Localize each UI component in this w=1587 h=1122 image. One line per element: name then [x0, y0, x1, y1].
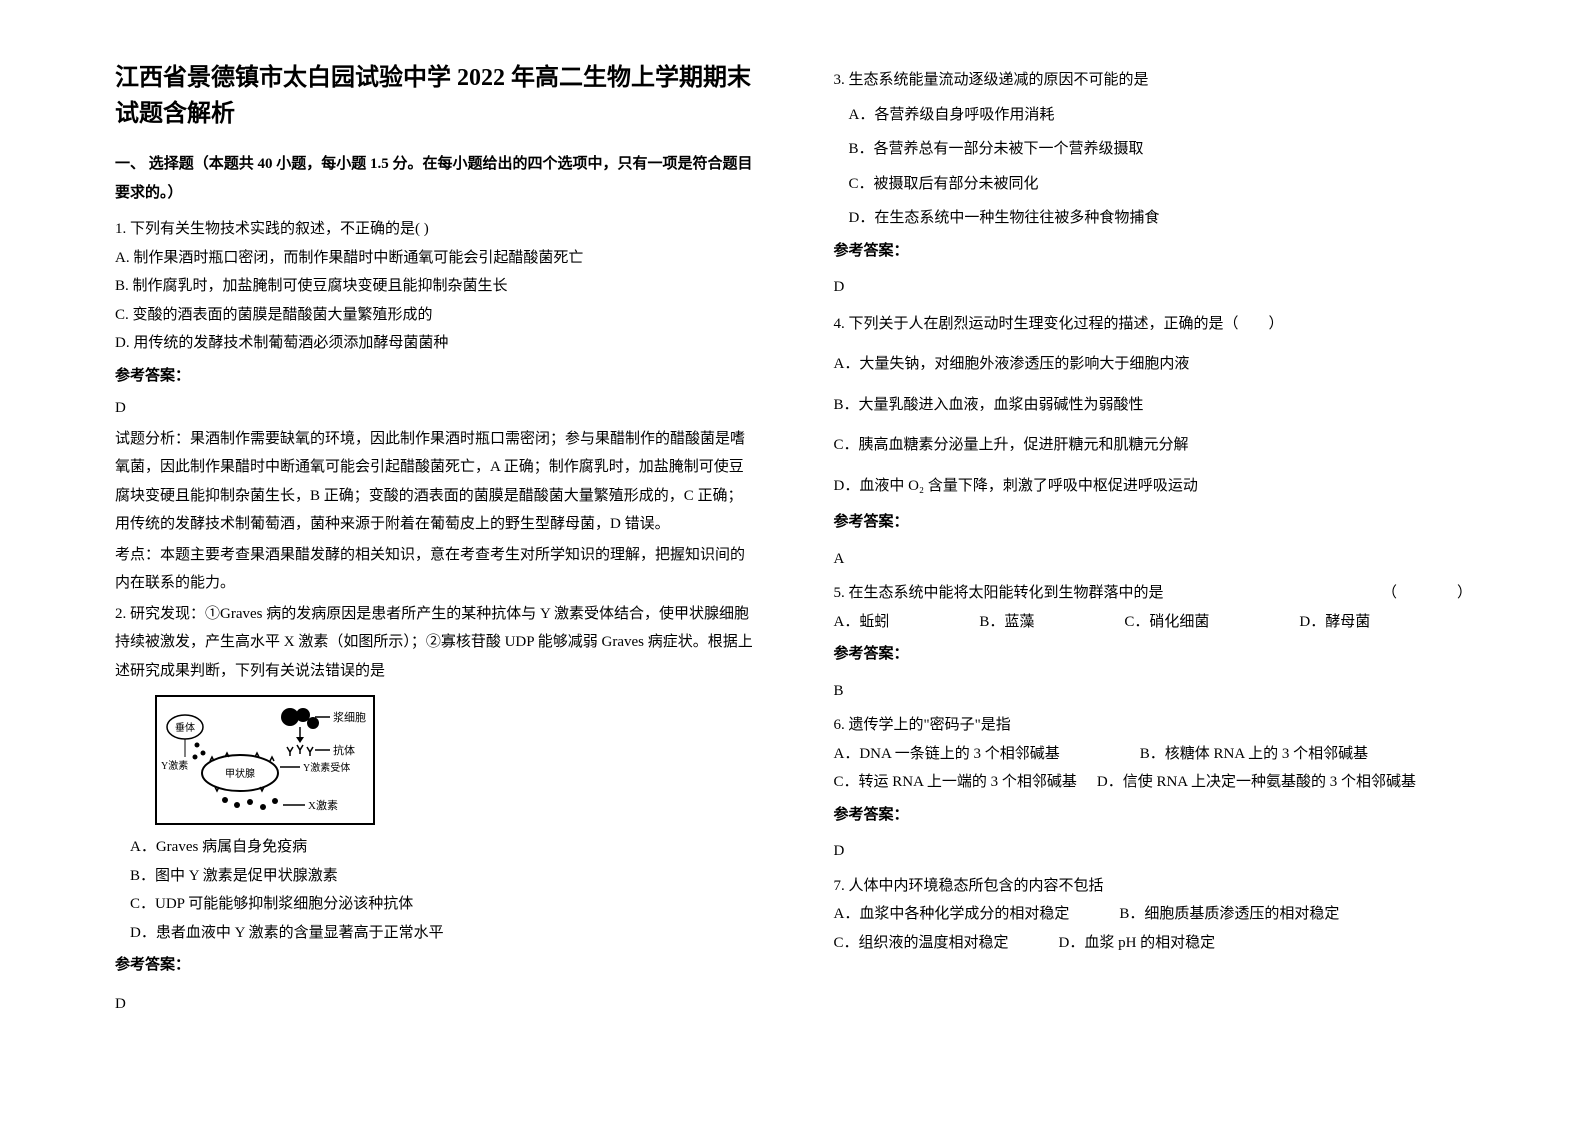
q2-option-d: D．患者血液中 Y 激素的含量显著高于正常水平 [115, 919, 754, 948]
q3-option-c: C．被摄取后有部分未被同化 [834, 170, 1473, 199]
q1-explanation-1: 试题分析：果酒制作需要缺氧的环境，因此制作果酒时瓶口需密闭；参与果醋制作的醋酸菌… [115, 425, 754, 539]
q2-stem: 2. 研究发现：①Graves 病的发病原因是患者所产生的某种抗体与 Y 激素受… [115, 600, 754, 686]
q7-option-c: C．组织液的温度相对稳定 [834, 929, 1009, 958]
q6-option-b: B．核糖体 RNA 上的 3 个相邻碱基 [1140, 740, 1368, 769]
section-1-header: 一、 选择题（本题共 40 小题，每小题 1.5 分。在每小题给出的四个选项中，… [115, 150, 754, 207]
q2-diagram-svg: 垂体 浆细胞 抗体 Y激素 [155, 695, 375, 825]
q5-option-c: C．硝化细菌 [1124, 608, 1209, 637]
q3-stem: 3. 生态系统能量流动逐级递减的原因不可能的是 [834, 66, 1473, 95]
left-column: 江西省景德镇市太白园试验中学 2022 年高二生物上学期期末试题含解析 一、 选… [90, 60, 794, 1082]
q7-option-b: B．细胞质基质渗透压的相对稳定 [1119, 900, 1339, 929]
q7-option-a: A．血浆中各种化学成分的相对稳定 [834, 900, 1070, 929]
q5-option-d: D．酵母菌 [1299, 608, 1370, 637]
label-yjisu: Y激素 [161, 759, 188, 772]
q2-option-a: A．Graves 病属自身免疫病 [115, 833, 754, 862]
q2-diagram: 垂体 浆细胞 抗体 Y激素 [155, 695, 375, 825]
q5-option-b: B．蓝藻 [979, 608, 1034, 637]
q2-option-c: C．UDP 可能能够抑制浆细胞分泌该种抗体 [115, 890, 754, 919]
q3-option-b: B．各营养总有一部分未被下一个营养级摄取 [834, 135, 1473, 164]
q1-explanation-2: 考点：本题主要考查果酒果醋发酵的相关知识，意在考查考生对所学知识的理解，把握知识… [115, 541, 754, 598]
q5-option-a: A．蚯蚓 [834, 608, 890, 637]
label-yshouti: Y激素受体 [303, 761, 350, 774]
q3-answer: D [834, 273, 1473, 302]
right-column: 3. 生态系统能量流动逐级递减的原因不可能的是 A．各营养级自身呼吸作用消耗 B… [794, 60, 1498, 1082]
q4-option-a: A．大量失钠，对细胞外液渗透压的影响大于细胞内液 [834, 350, 1473, 379]
label-xjisu: X激素 [308, 798, 338, 812]
q2-answer: D [115, 990, 754, 1019]
q1-stem: 1. 下列有关生物技术实践的叙述，不正确的是( ) [115, 215, 754, 244]
document-title: 江西省景德镇市太白园试验中学 2022 年高二生物上学期期末试题含解析 [115, 60, 754, 132]
q2-answer-label: 参考答案： [115, 951, 754, 980]
q5-paren: （ ） [1382, 579, 1472, 608]
q1-option-b: B. 制作腐乳时，加盐腌制可使豆腐块变硬且能抑制杂菌生长 [115, 272, 754, 301]
q3-answer-label: 参考答案： [834, 237, 1473, 266]
q4-option-d: D．血液中 O₂ 含量下降，刺激了呼吸中枢促进呼吸运动 [834, 472, 1473, 501]
q7-option-d: D．血浆 pH 的相对稳定 [1059, 929, 1216, 958]
q6-stem: 6. 遗传学上的"密码子"是指 [834, 711, 1473, 740]
q6-answer: D [834, 837, 1473, 866]
q5-answer-label: 参考答案： [834, 640, 1473, 669]
label-jiazhuang: 甲状腺 [225, 767, 255, 780]
q1-option-d: D. 用传统的发酵技术制葡萄酒必须添加酵母菌菌种 [115, 329, 754, 358]
q6-option-d: D．信使 RNA 上决定一种氨基酸的 3 个相邻碱基 [1097, 768, 1416, 797]
q2-option-b: B．图中 Y 激素是促甲状腺激素 [115, 862, 754, 891]
label-jiangxibao: 浆细胞 [333, 710, 366, 724]
q3-option-a: A．各营养级自身呼吸作用消耗 [834, 101, 1473, 130]
q4-option-b: B．大量乳酸进入血液，血浆由弱碱性为弱酸性 [834, 391, 1473, 420]
q6-option-a: A．DNA 一条链上的 3 个相邻碱基 [834, 740, 1060, 769]
q5-answer: B [834, 677, 1473, 706]
q6-answer-label: 参考答案： [834, 801, 1473, 830]
q1-answer: D [115, 394, 754, 423]
q4-stem: 4. 下列关于人在剧烈运动时生理变化过程的描述，正确的是（ ） [834, 310, 1473, 339]
q7-stem: 7. 人体中内环境稳态所包含的内容不包括 [834, 872, 1473, 901]
q4-answer-label: 参考答案： [834, 508, 1473, 537]
q1-option-c: C. 变酸的酒表面的菌膜是醋酸菌大量繁殖形成的 [115, 301, 754, 330]
label-chuiti: 垂体 [175, 722, 195, 734]
q4-answer: A [834, 545, 1473, 574]
q3-option-d: D．在生态系统中一种生物往往被多种食物捕食 [834, 204, 1473, 233]
q1-option-a: A. 制作果酒时瓶口密闭，而制作果醋时中断通氧可能会引起醋酸菌死亡 [115, 244, 754, 273]
label-kangti: 抗体 [333, 743, 355, 757]
q4-option-c: C．胰高血糖素分泌量上升，促进肝糖元和肌糖元分解 [834, 431, 1473, 460]
q1-answer-label: 参考答案： [115, 362, 754, 391]
q5-stem: 5. 在生态系统中能将太阳能转化到生物群落中的是 [834, 579, 1164, 608]
q6-option-c: C．转运 RNA 上一端的 3 个相邻碱基 [834, 768, 1077, 797]
